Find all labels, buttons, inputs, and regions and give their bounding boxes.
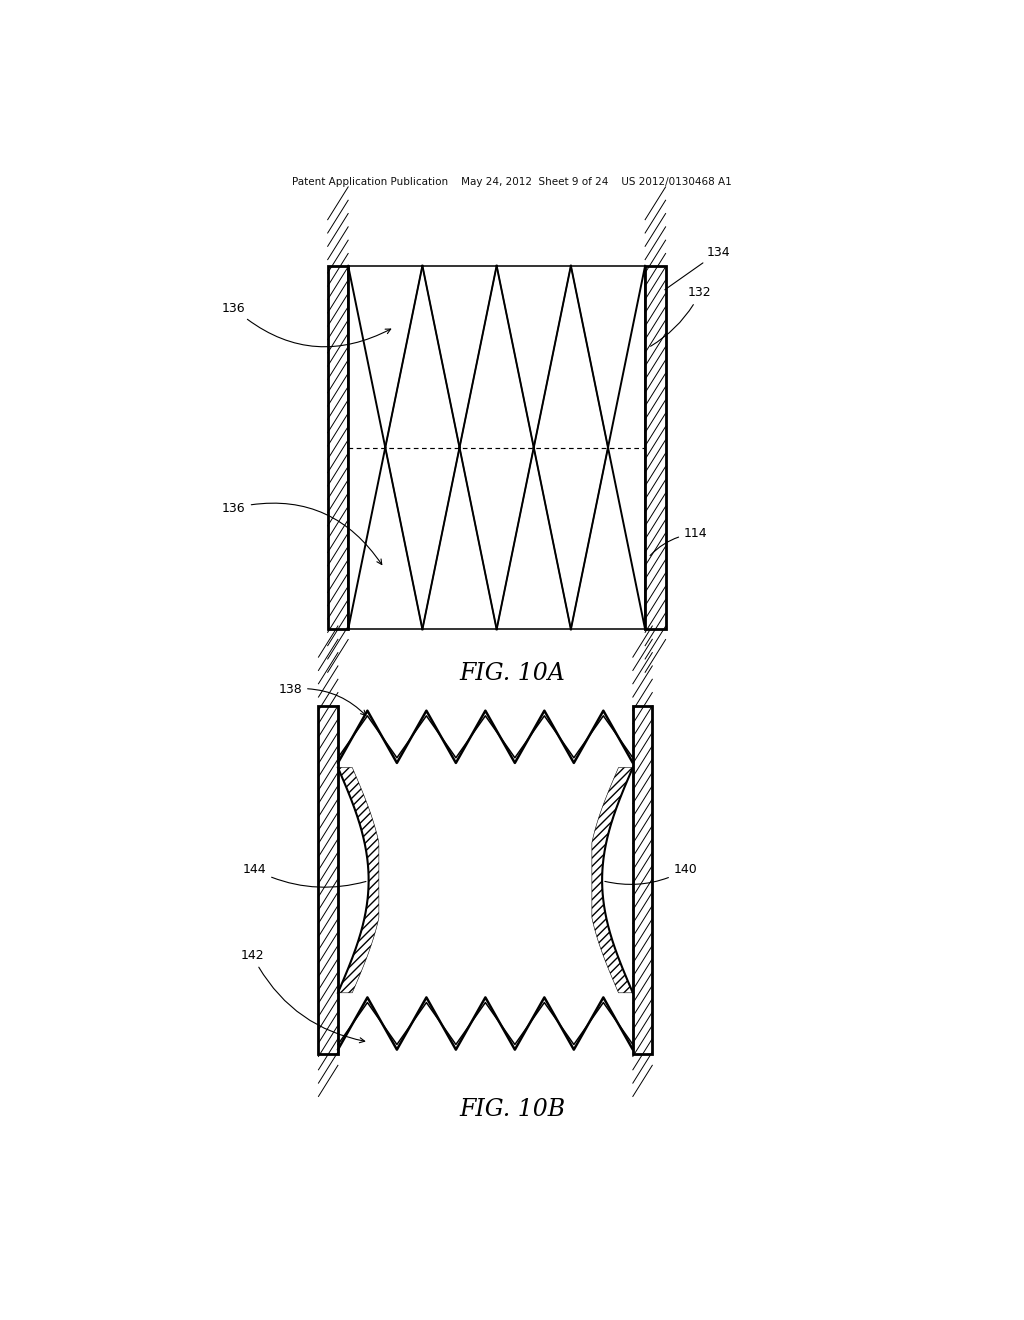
Text: Patent Application Publication    May 24, 2012  Sheet 9 of 24    US 2012/0130468: Patent Application Publication May 24, 2… (292, 177, 732, 187)
Text: 142: 142 (241, 949, 365, 1043)
Text: 144: 144 (243, 863, 366, 887)
Bar (633, 706, 652, 1055)
Bar (328, 265, 348, 630)
Text: 138: 138 (279, 682, 366, 715)
Text: 114: 114 (650, 527, 708, 556)
Text: 136: 136 (222, 302, 391, 347)
Text: FIG. 10B: FIG. 10B (459, 1098, 565, 1121)
Text: FIG. 10A: FIG. 10A (459, 663, 565, 685)
Bar (318, 706, 338, 1055)
Text: 136: 136 (222, 502, 382, 565)
Text: 134: 134 (665, 246, 730, 290)
Bar (645, 265, 666, 630)
Text: 140: 140 (605, 863, 697, 884)
Text: 132: 132 (650, 286, 712, 346)
